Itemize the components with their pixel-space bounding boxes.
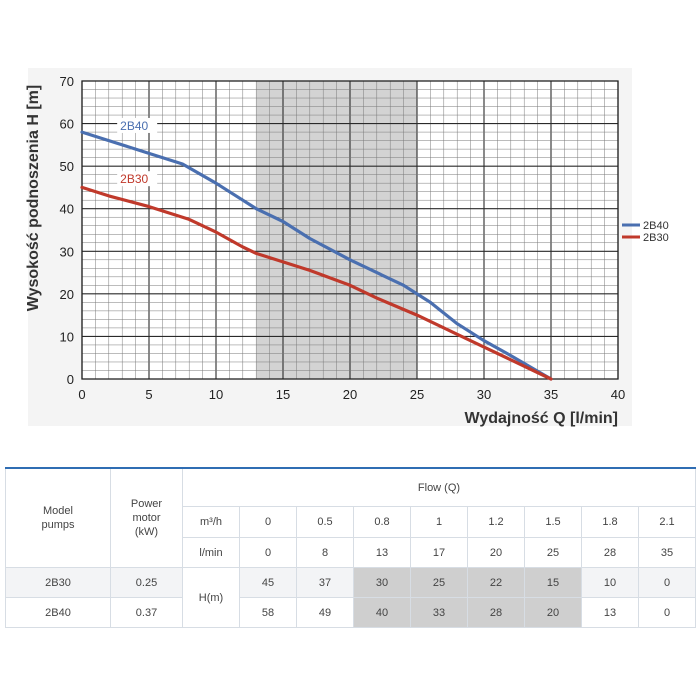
unit-h: H(m) [182, 567, 240, 628]
power-header-label: Power motor (kW) [130, 498, 163, 538]
flow-m3h-cell: 0.8 [353, 506, 411, 538]
y-tick-label: 0 [67, 372, 74, 387]
y-tick-label: 30 [60, 244, 74, 259]
head-value-cell: 30 [353, 567, 411, 598]
series-line-2b30 [80, 185, 553, 381]
head-value-cell: 20 [524, 597, 582, 628]
curve-label-2b30: 2B30 [120, 172, 148, 186]
head-value-cell: 58 [239, 597, 297, 628]
flow-lmin-cell: 0 [239, 537, 297, 568]
series-line-2b40 [80, 130, 553, 381]
x-tick-label: 20 [343, 387, 357, 402]
flow-m3h-cell: 1.5 [524, 506, 582, 538]
unit-m3h: m³/h [182, 506, 240, 538]
head-value-cell: 13 [581, 597, 639, 628]
x-tick-label: 0 [78, 387, 85, 402]
head-value-cell: 33 [410, 597, 468, 628]
head-value-cell: 15 [524, 567, 582, 598]
flow-lmin-cell: 35 [638, 537, 696, 568]
y-axis-title: Wysokość podnoszenia H [m] [25, 85, 42, 311]
x-tick-label: 25 [410, 387, 424, 402]
model-header-label: Model pumps [41, 505, 75, 531]
x-tick-label: 30 [477, 387, 491, 402]
head-value-cell: 10 [581, 567, 639, 598]
y-tick-label: 20 [60, 287, 74, 302]
y-tick-label: 10 [60, 329, 74, 344]
flow-lmin-cell: 28 [581, 537, 639, 568]
unit-lmin: l/min [182, 537, 240, 568]
head-value-cell: 0 [638, 567, 696, 598]
flow-m3h-cell: 1.2 [467, 506, 525, 538]
power-cell: 0.25 [110, 567, 183, 598]
flow-lmin-cell: 17 [410, 537, 468, 568]
legend-entry: 2B30 [643, 232, 669, 244]
head-value-cell: 37 [296, 567, 354, 598]
x-axis-title: Wydajność Q [l/min] [465, 410, 619, 427]
x-tick-label: 10 [209, 387, 223, 402]
specification-table: Model pumps Power motor (kW) Flow (Q) m³… [5, 467, 696, 628]
head-value-cell: 25 [410, 567, 468, 598]
plot-frame [81, 80, 619, 380]
flow-lmin-cell: 8 [296, 537, 354, 568]
flow-m3h-cell: 1.8 [581, 506, 639, 538]
x-tick-label: 35 [544, 387, 558, 402]
head-value-cell: 40 [353, 597, 411, 628]
x-tick-label: 5 [145, 387, 152, 402]
flow-lmin-cell: 13 [353, 537, 411, 568]
y-tick-label: 60 [60, 117, 74, 132]
flow-m3h-cell: 0 [239, 506, 297, 538]
y-tick-label: 70 [60, 74, 74, 89]
legend-entry: 2B40 [643, 220, 669, 232]
flow-m3h-cell: 0.5 [296, 506, 354, 538]
head-value-cell: 22 [467, 567, 525, 598]
curve-label-2b40: 2B40 [120, 119, 148, 133]
y-tick-label: 40 [60, 202, 74, 217]
head-value-cell: 0 [638, 597, 696, 628]
y-tick-label: 50 [60, 159, 74, 174]
curve-label-background [117, 171, 158, 187]
x-tick-label: 40 [611, 387, 625, 402]
flow-lmin-cell: 25 [524, 537, 582, 568]
x-tick-label: 15 [276, 387, 290, 402]
flow-m3h-cell: 2.1 [638, 506, 696, 538]
power-cell: 0.37 [110, 597, 183, 628]
head-value-cell: 28 [467, 597, 525, 628]
flow-header: Flow (Q) [182, 467, 696, 507]
power-header: Power motor (kW) [110, 467, 183, 568]
curve-label-background [117, 117, 158, 133]
flow-lmin-cell: 20 [467, 537, 525, 568]
head-value-cell: 45 [239, 567, 297, 598]
model-cell: 2B30 [5, 567, 111, 598]
model-cell: 2B40 [5, 597, 111, 628]
model-header: Model pumps [5, 467, 111, 568]
head-value-cell: 49 [296, 597, 354, 628]
flow-m3h-cell: 1 [410, 506, 468, 538]
